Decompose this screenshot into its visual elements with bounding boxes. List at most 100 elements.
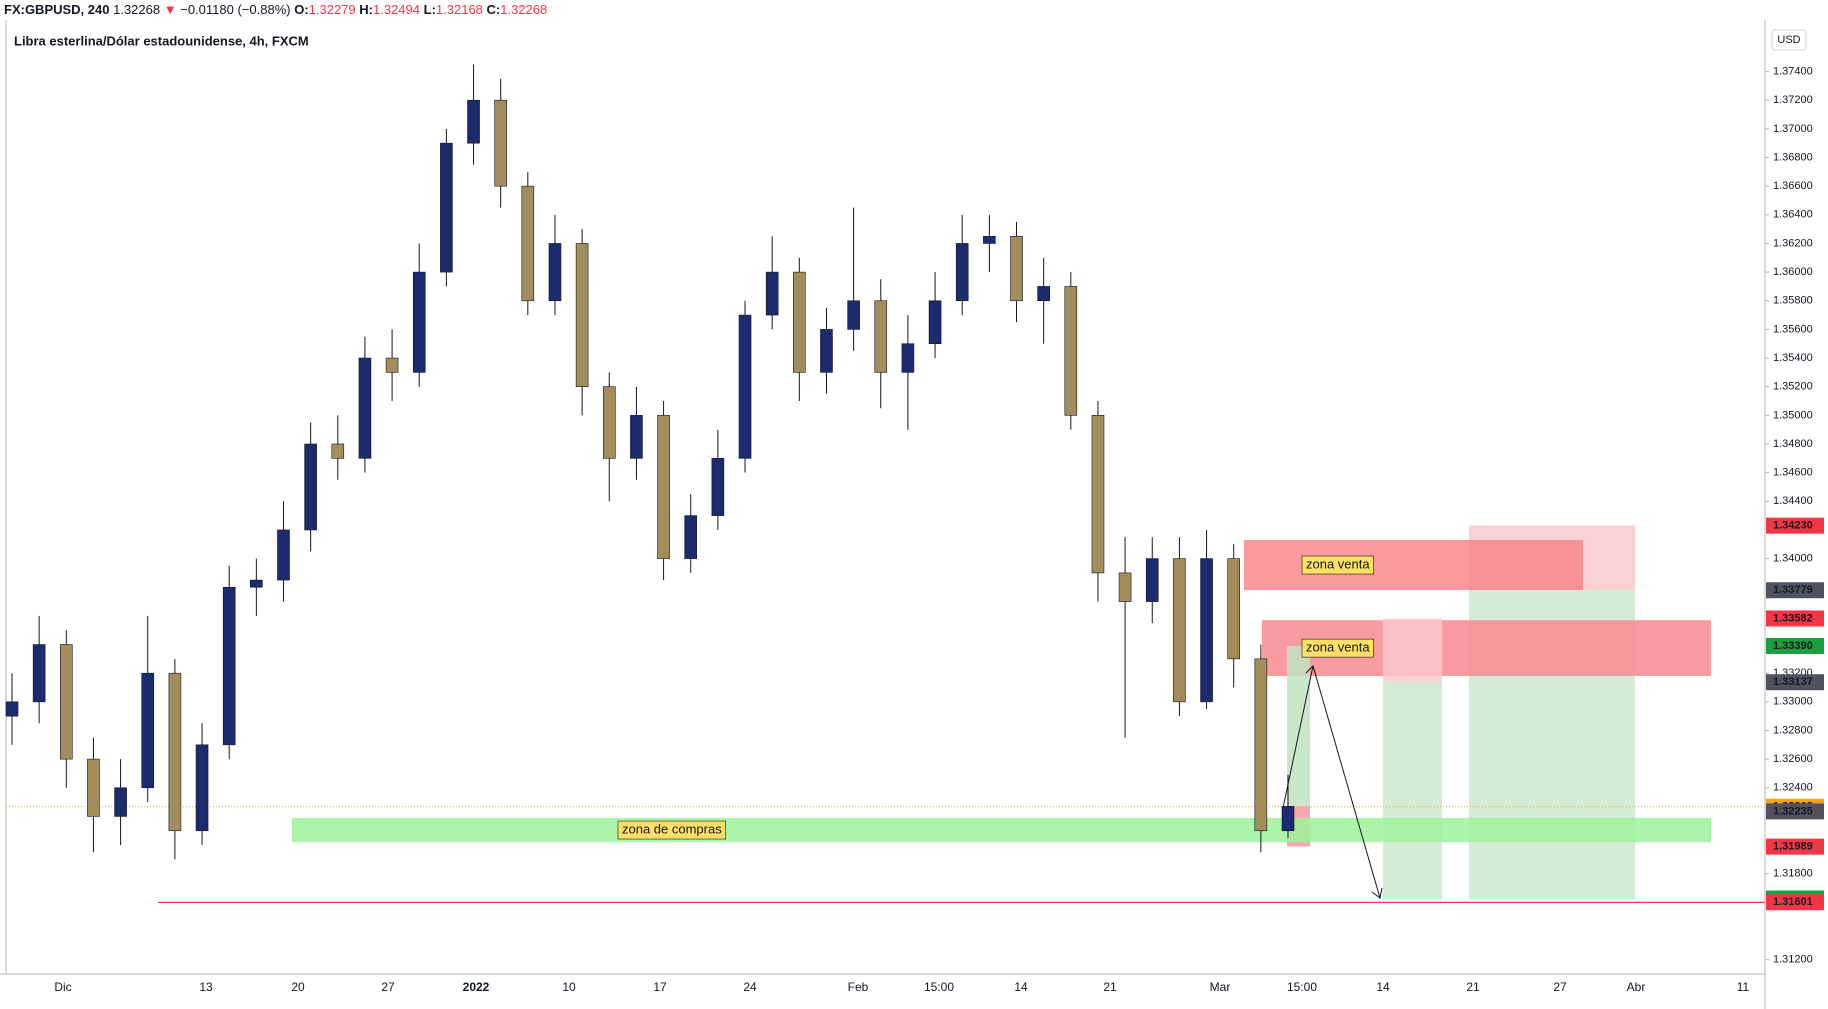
lines — [6, 806, 1765, 903]
price-tag — [1766, 838, 1824, 855]
candle-body — [684, 515, 698, 559]
zone-label-box — [617, 820, 727, 840]
candle-body — [820, 329, 833, 373]
y-tick-label: 1.32600 — [1773, 753, 1813, 765]
candle-body — [1064, 286, 1078, 416]
candle-body — [575, 243, 589, 388]
candle-body — [358, 357, 372, 459]
candle-body — [1091, 415, 1105, 574]
candle-body — [304, 443, 317, 531]
price-tag-label: 1.33137 — [1773, 676, 1813, 688]
candle-body — [1254, 658, 1268, 832]
y-tick-label: 1.36800 — [1773, 151, 1813, 163]
x-tick-label: 21 — [1103, 980, 1117, 994]
x-tick-label: 21 — [1466, 980, 1480, 994]
candle-body — [711, 458, 725, 516]
y-tick-label: 1.32800 — [1773, 724, 1813, 736]
c-value: 1.32268 — [500, 2, 548, 17]
x-tick-label: 14 — [1376, 980, 1390, 994]
candle-body — [738, 314, 752, 459]
price-tag-label: 1.31601 — [1773, 896, 1813, 908]
currency-box — [1771, 29, 1807, 51]
y-tick-label: 1.35400 — [1773, 352, 1813, 364]
candle-body — [1227, 558, 1241, 660]
candle-body — [412, 271, 426, 373]
candle-body — [847, 300, 860, 330]
price-axis: 1.312001.318001.320001.324001.326001.328… — [1765, 65, 1824, 966]
candle-body — [440, 142, 453, 273]
candle-body — [59, 644, 73, 760]
last-price: 1.32268 — [113, 2, 161, 17]
y-tick-label: 1.31200 — [1773, 954, 1813, 966]
candle-body — [765, 271, 779, 316]
candle-body — [1118, 572, 1132, 602]
candle-body — [602, 386, 616, 459]
zone — [1244, 539, 1583, 591]
price-tag-label: 1.31989 — [1773, 841, 1813, 853]
candle-body — [630, 415, 643, 459]
x-tick-label: 24 — [743, 980, 757, 994]
drawings — [292, 525, 1711, 900]
x-tick-label: 17 — [653, 980, 667, 994]
y-tick-label: 1.37200 — [1773, 94, 1813, 106]
x-tick-label: 10 — [562, 980, 576, 994]
h-value: 1.32494 — [373, 2, 420, 17]
candle-body — [1173, 558, 1186, 703]
price-tag — [1766, 674, 1824, 691]
x-tick-label: 13 — [199, 980, 213, 994]
y-tick-label: 1.35000 — [1773, 409, 1813, 421]
change: −0.01180 (−0.88%) — [180, 2, 291, 17]
price-tag — [1766, 517, 1824, 534]
arrows — [1282, 665, 1383, 899]
arrow-head — [1305, 665, 1317, 677]
h-label: H: — [359, 2, 373, 17]
y-tick-label: 1.36600 — [1773, 180, 1813, 192]
y-tick-label: 1.37000 — [1773, 123, 1813, 135]
y-tick-label: 1.35200 — [1773, 381, 1813, 393]
price-tag — [1766, 803, 1824, 820]
x-tick-label: Mar — [1210, 980, 1231, 994]
x-tick-label: 15:00 — [924, 980, 954, 994]
candle-body — [1200, 558, 1213, 703]
zone-label: zona de compras — [622, 821, 722, 836]
x-tick-label: 20 — [291, 980, 305, 994]
y-tick-label: 1.34400 — [1773, 495, 1813, 507]
y-tick-label: 1.35600 — [1773, 323, 1813, 335]
price-tag-label: 1.33582 — [1773, 612, 1813, 624]
change-arrow: ▼ — [163, 2, 177, 17]
price-tag — [1766, 582, 1824, 599]
price-tag — [1766, 610, 1824, 627]
zone — [292, 817, 1711, 843]
zone-label-box — [1301, 555, 1374, 575]
x-tick-label: 11 — [1737, 980, 1750, 994]
x-tick-label: 2022 — [463, 980, 490, 994]
zone-labels: zona venta zona venta zona de compras — [617, 555, 1374, 840]
o-label: O: — [294, 2, 309, 17]
l-value: 1.32168 — [435, 2, 483, 17]
x-tick-label: Dic — [54, 980, 71, 994]
price-tag-label: 1.32235 — [1773, 805, 1813, 817]
candle-body — [548, 243, 562, 302]
y-tick-label: 1.36400 — [1773, 209, 1813, 221]
candle-body — [928, 300, 942, 345]
symbol-header: FX:GBPUSD, 240 1.32268 ▼ −0.01180 (−0.88… — [0, 0, 1828, 20]
candle-body — [1145, 558, 1159, 602]
price-tag-label: 1.34230 — [1773, 520, 1813, 532]
arrow-head — [1371, 887, 1383, 899]
currency: USD — [1777, 34, 1800, 46]
y-tick-label: 1.32400 — [1773, 782, 1813, 794]
x-tick-label: 27 — [1553, 980, 1567, 994]
price-tag — [1766, 894, 1824, 911]
candle-body — [657, 415, 670, 559]
candle-body — [141, 672, 155, 789]
x-tick-label: Abr — [1627, 980, 1646, 994]
x-tick-label: 15:00 — [1287, 980, 1317, 994]
y-tick-label: 1.36000 — [1773, 266, 1813, 278]
zone — [1383, 681, 1442, 900]
candle-body — [168, 672, 182, 832]
zone-label: zona venta — [1306, 556, 1370, 571]
x-tick-label: 14 — [1014, 980, 1028, 994]
zone — [1287, 645, 1310, 807]
